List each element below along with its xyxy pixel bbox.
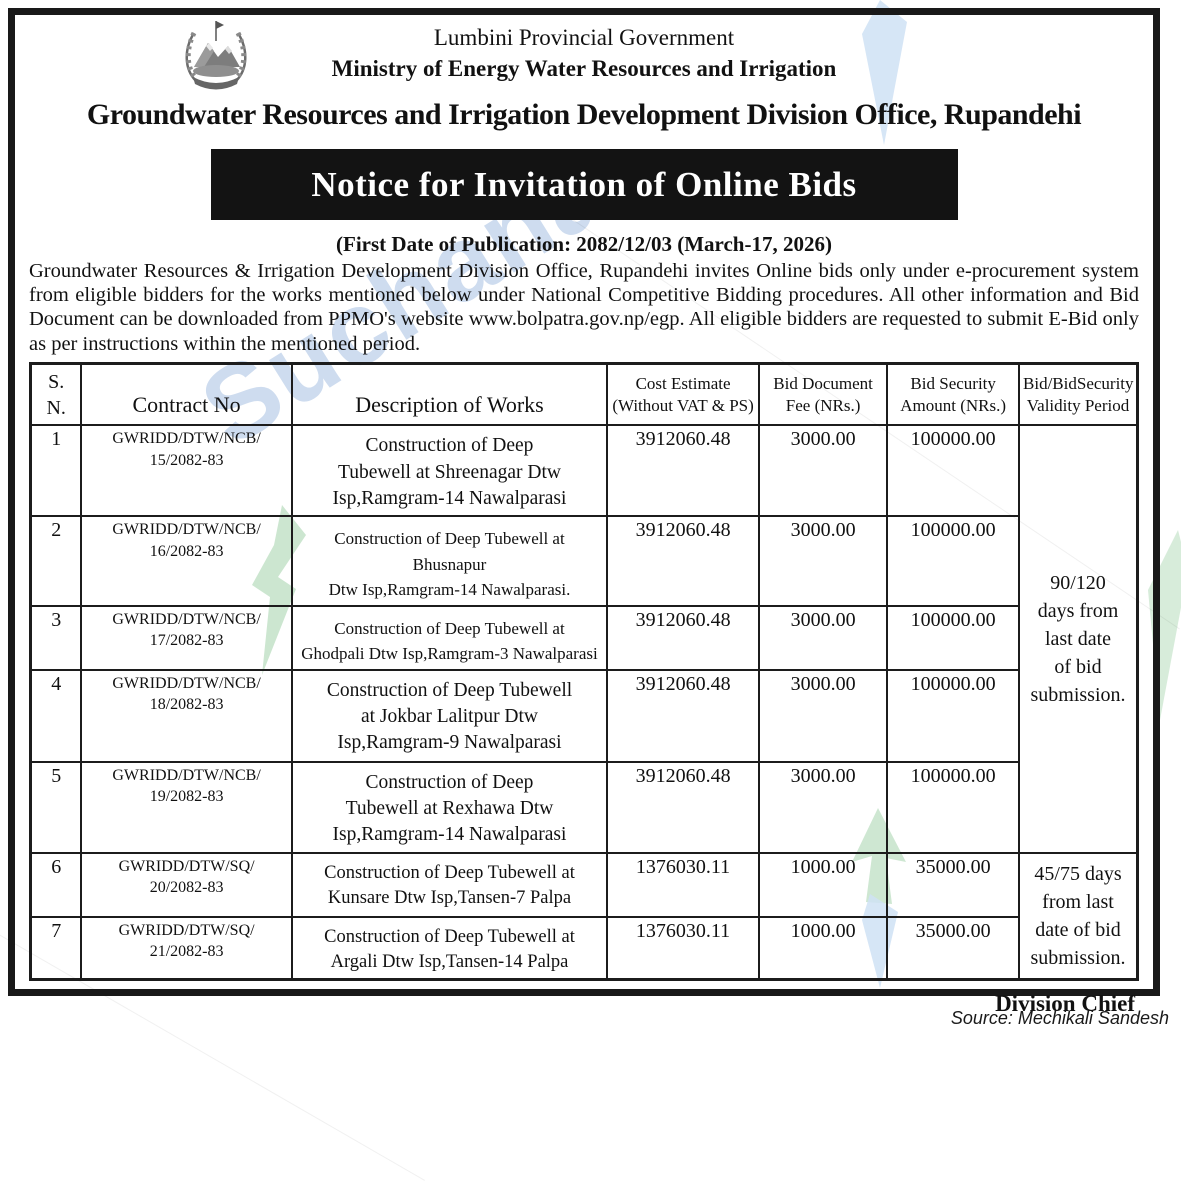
column-header-security: Bid Security Amount (NRs.) — [886, 362, 1021, 427]
fee-cell: 1000.00 — [757, 915, 889, 981]
security-cell: 100000.00 — [886, 668, 1021, 763]
ministry-name: Ministry of Energy Water Resources and I… — [331, 56, 837, 81]
signature-title: Division Chief — [995, 991, 1135, 1017]
table-row: 1 GWRIDD/DTW/NCB/ 15/2082-83 Constructio… — [29, 424, 1139, 854]
cost-cell: 3912060.48 — [606, 668, 760, 763]
description-cell: Construction of Deep Tubewell at Bhusnap… — [290, 515, 609, 607]
security-cell: 35000.00 — [886, 851, 1021, 918]
table-row: 2 GWRIDD/DTW/NCB/ 16/2082-83 Constructio… — [29, 515, 1138, 607]
cost-cell: 3912060.48 — [606, 424, 760, 518]
table-row: 4 GWRIDD/DTW/NCB/ 18/2082-83 Constructio… — [29, 668, 1138, 763]
security-cell: 100000.00 — [886, 760, 1021, 854]
banner-title: Notice for Invitation of Online Bids — [311, 164, 857, 204]
description-cell: Construction of Deep Tubewell at Jokbar … — [290, 668, 609, 763]
description-cell: Construction of Deep Tubewell at Shreena… — [290, 424, 609, 518]
cost-cell: 3912060.48 — [606, 604, 760, 671]
fee-cell: 3000.00 — [757, 424, 889, 518]
security-cell: 100000.00 — [886, 604, 1021, 671]
column-header-validity: Bid/BidSecurity Validity Period — [1018, 362, 1139, 427]
security-cell: 35000.00 — [886, 915, 1021, 981]
contract-cell: GWRIDD/DTW/SQ/ 20/2082-83 — [80, 851, 293, 918]
fee-cell: 3000.00 — [757, 760, 889, 854]
fee-cell: 3000.00 — [757, 668, 889, 763]
security-cell: 100000.00 — [886, 515, 1021, 607]
fee-cell: 3000.00 — [757, 515, 889, 607]
sn-cell: 4 — [29, 668, 83, 763]
description-cell: Construction of Deep Tubewell at Rexhawa… — [290, 760, 609, 854]
fee-cell: 1000.00 — [757, 851, 889, 918]
validity-cell-group2: 45/75 days from last date of bid submiss… — [1018, 851, 1139, 981]
description-cell: Construction of Deep Tubewell at Kunsare… — [290, 851, 609, 918]
notice-banner: Notice for Invitation of Online Bids — [210, 149, 958, 220]
column-header-fee: Bid Document Fee (NRs.) — [757, 362, 889, 427]
column-header-sn: S. N. — [29, 362, 83, 427]
column-header-cost: Cost Estimate (Without VAT & PS) — [606, 362, 760, 427]
sn-cell: 2 — [29, 515, 83, 607]
cost-cell: 3912060.48 — [606, 515, 760, 607]
validity-cell-group1: 90/120 days from last date of bid submis… — [1018, 424, 1139, 854]
sn-cell: 6 — [29, 851, 83, 918]
contract-cell: GWRIDD/DTW/NCB/ 19/2082-83 — [80, 760, 293, 854]
government-name: Lumbini Provincial Government — [433, 25, 735, 50]
bids-table: S. N. Contract No Description of Works C… — [29, 361, 1139, 982]
contract-cell: GWRIDD/DTW/NCB/ 15/2082-83 — [80, 424, 293, 518]
contract-cell: GWRIDD/DTW/NCB/ 17/2082-83 — [80, 604, 293, 671]
cost-cell: 1376030.11 — [606, 851, 760, 918]
column-header-contract: Contract No — [80, 362, 293, 427]
notice-sheet: Lumbini Provincial Government Ministry o… — [8, 8, 1160, 1016]
sn-cell: 1 — [29, 424, 83, 518]
table-row: 5 GWRIDD/DTW/NCB/ 19/2082-83 Constructio… — [29, 760, 1138, 854]
table-row: 6 GWRIDD/DTW/SQ/ 20/2082-83 Construction… — [29, 851, 1139, 981]
office-title: Groundwater Resources and Irrigation Dev… — [86, 98, 1082, 131]
description-cell: Construction of Deep Tubewell at Ghodpal… — [290, 604, 609, 671]
sn-cell: 5 — [29, 760, 83, 854]
table-row: 3 GWRIDD/DTW/NCB/ 17/2082-83 Constructio… — [29, 604, 1138, 671]
sn-cell: 3 — [29, 604, 83, 671]
cost-cell: 3912060.48 — [606, 760, 760, 854]
security-cell: 100000.00 — [886, 424, 1021, 518]
source-credit: Source: Mechikali Sandesh — [950, 1008, 1169, 1028]
fee-cell: 3000.00 — [757, 604, 889, 671]
cost-cell: 1376030.11 — [606, 915, 760, 981]
contract-cell: GWRIDD/DTW/SQ/ 21/2082-83 — [80, 915, 293, 981]
table-header-row: S. N. Contract No Description of Works C… — [29, 362, 1139, 427]
nepal-government-emblem-icon — [185, 21, 247, 90]
contract-cell: GWRIDD/DTW/NCB/ 16/2082-83 — [80, 515, 293, 607]
description-cell: Construction of Deep Tubewell at Argali … — [290, 915, 609, 981]
notice-body-paragraph: Groundwater Resources & Irrigation Devel… — [29, 260, 1139, 355]
sn-cell: 7 — [29, 915, 83, 981]
table-row: 7 GWRIDD/DTW/SQ/ 21/2082-83 Construction… — [29, 915, 1138, 981]
publication-date-line: (First Date of Publication: 2082/12/03 (… — [336, 232, 832, 256]
contract-cell: GWRIDD/DTW/NCB/ 18/2082-83 — [80, 668, 293, 763]
column-header-description: Description of Works — [290, 362, 609, 427]
